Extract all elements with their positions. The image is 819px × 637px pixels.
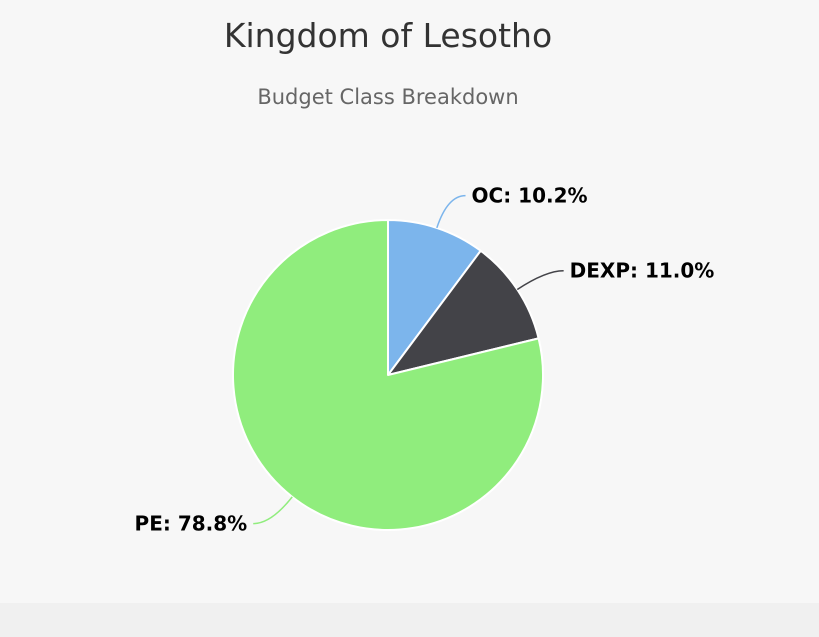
footer-strip	[0, 603, 819, 637]
pie-slice-dexp[interactable]	[387, 249, 540, 376]
data-label-oc: OC: 10.2%	[472, 184, 588, 208]
connector-pe	[253, 496, 293, 525]
connector-oc	[436, 194, 466, 229]
chart-title: Kingdom of Lesotho	[223, 16, 553, 55]
data-labels: OC: 10.2% DEXP: 11.0% PE: 78.8%	[135, 184, 715, 536]
pie-chart: OC: 10.2% DEXP: 11.0% PE: 78.8%	[135, 184, 715, 536]
connector-dexp	[516, 269, 564, 291]
data-label-pe: PE: 78.8%	[135, 512, 248, 536]
pie-slice-oc[interactable]	[387, 219, 482, 376]
chart-subtitle: Budget Class Breakdown	[257, 85, 519, 109]
data-label-dexp: DEXP: 11.0%	[570, 259, 715, 283]
label-connectors	[253, 194, 564, 525]
pie-slices	[232, 219, 544, 531]
